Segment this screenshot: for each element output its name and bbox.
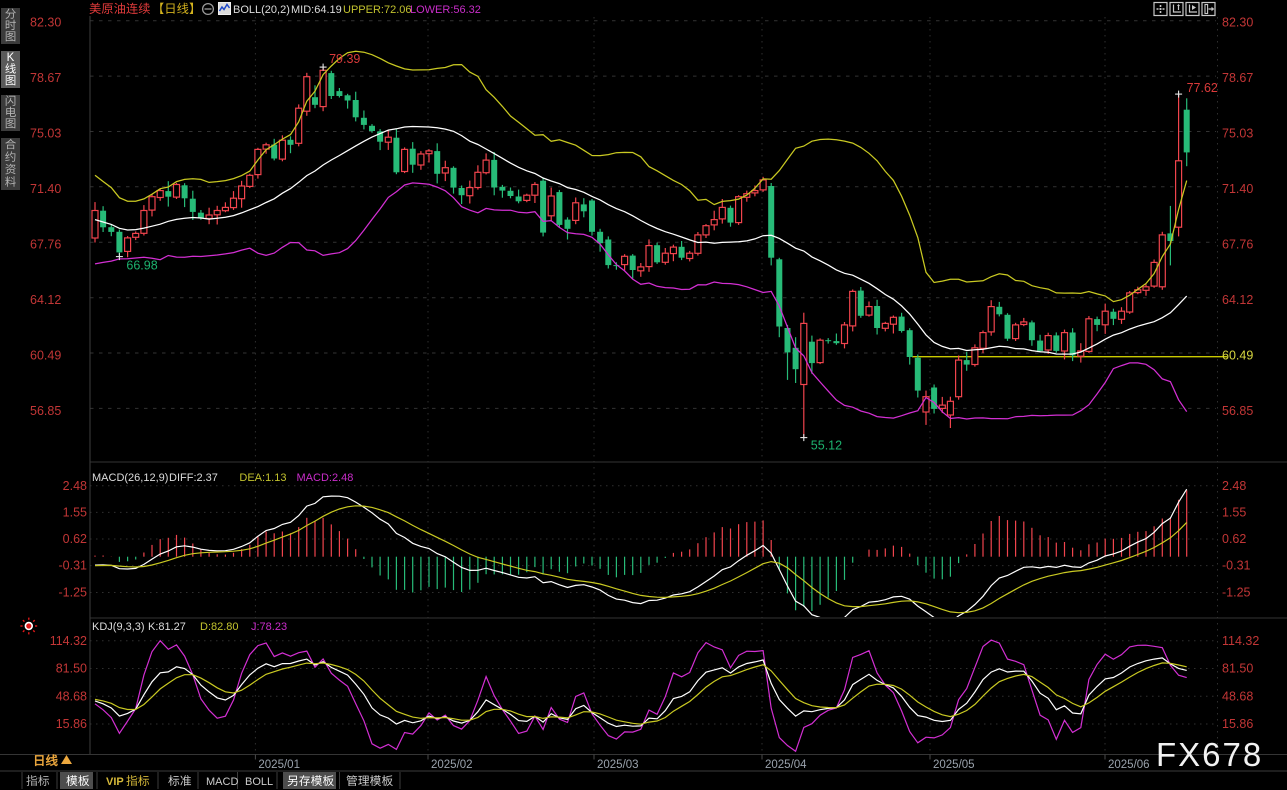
svg-text:2.48: 2.48: [63, 479, 87, 493]
svg-text:J:78.23: J:78.23: [251, 621, 287, 633]
svg-text:2025/03: 2025/03: [597, 759, 639, 771]
svg-text:1.55: 1.55: [63, 505, 87, 519]
svg-text:-1.25: -1.25: [59, 586, 88, 600]
svg-text:MACD:2.48: MACD:2.48: [297, 472, 354, 484]
svg-text:81.50: 81.50: [1222, 662, 1253, 676]
svg-text:75.03: 75.03: [30, 127, 61, 141]
svg-text:64.12: 64.12: [30, 293, 61, 307]
svg-text:MID:64.19: MID:64.19: [291, 4, 342, 16]
svg-text:K: K: [7, 52, 15, 64]
svg-text:78.67: 78.67: [30, 71, 61, 85]
svg-text:48.68: 48.68: [1222, 689, 1253, 703]
svg-text:82.30: 82.30: [1222, 16, 1253, 30]
svg-text:2.48: 2.48: [1222, 479, 1246, 493]
svg-text:2025/06: 2025/06: [1108, 759, 1150, 771]
svg-text:2025/05: 2025/05: [933, 759, 975, 771]
svg-text:D:82.80: D:82.80: [200, 621, 239, 633]
svg-text:77.62: 77.62: [1187, 81, 1218, 95]
svg-text:2025/01: 2025/01: [258, 759, 300, 771]
svg-text:LOWER:56.32: LOWER:56.32: [410, 4, 481, 16]
svg-text:DIFF:2.37: DIFF:2.37: [169, 472, 218, 484]
svg-text:82.30: 82.30: [30, 16, 61, 30]
svg-text:UPPER:72.06: UPPER:72.06: [343, 4, 411, 16]
svg-text:60.49: 60.49: [1222, 349, 1253, 363]
svg-text:2025/04: 2025/04: [765, 759, 807, 771]
svg-text:15.86: 15.86: [56, 717, 87, 731]
svg-text:48.68: 48.68: [56, 689, 87, 703]
svg-text:114.32: 114.32: [1222, 634, 1259, 648]
svg-text:71.40: 71.40: [30, 182, 61, 196]
svg-text:-1.25: -1.25: [1222, 586, 1251, 600]
svg-text:MACD: MACD: [206, 776, 238, 788]
svg-text:BOLL: BOLL: [245, 776, 273, 788]
svg-text:81.50: 81.50: [56, 662, 87, 676]
svg-text:0.62: 0.62: [1222, 532, 1246, 546]
svg-text:0.62: 0.62: [63, 532, 87, 546]
svg-text:66.98: 66.98: [126, 259, 157, 273]
svg-text:-0.31: -0.31: [1222, 559, 1251, 573]
svg-text:114.32: 114.32: [50, 634, 87, 648]
svg-text:1.55: 1.55: [1222, 505, 1246, 519]
svg-text:K:81.27: K:81.27: [148, 621, 186, 633]
svg-text:67.76: 67.76: [30, 238, 61, 252]
svg-text:64.12: 64.12: [1222, 293, 1253, 307]
svg-text:56.85: 56.85: [30, 404, 61, 418]
svg-text:BOLL(20,2): BOLL(20,2): [233, 4, 290, 16]
svg-text:2025/02: 2025/02: [431, 759, 473, 771]
svg-text:67.76: 67.76: [1222, 238, 1253, 252]
svg-text:15.86: 15.86: [1222, 717, 1253, 731]
svg-text:78.67: 78.67: [1222, 71, 1253, 85]
svg-text:VIP: VIP: [106, 776, 124, 788]
svg-text:FX678: FX678: [1156, 736, 1263, 773]
svg-text:-0.31: -0.31: [59, 559, 88, 573]
svg-text:DEA:1.13: DEA:1.13: [239, 472, 286, 484]
svg-text:75.03: 75.03: [1222, 127, 1253, 141]
svg-text:71.40: 71.40: [1222, 182, 1253, 196]
svg-text:56.85: 56.85: [1222, 404, 1253, 418]
svg-text:MACD(26,12,9): MACD(26,12,9): [92, 472, 168, 484]
svg-text:KDJ(9,3,3): KDJ(9,3,3): [92, 621, 145, 633]
svg-text:55.12: 55.12: [811, 439, 842, 453]
svg-text:79.39: 79.39: [329, 52, 360, 66]
svg-text:60.49: 60.49: [30, 349, 61, 363]
